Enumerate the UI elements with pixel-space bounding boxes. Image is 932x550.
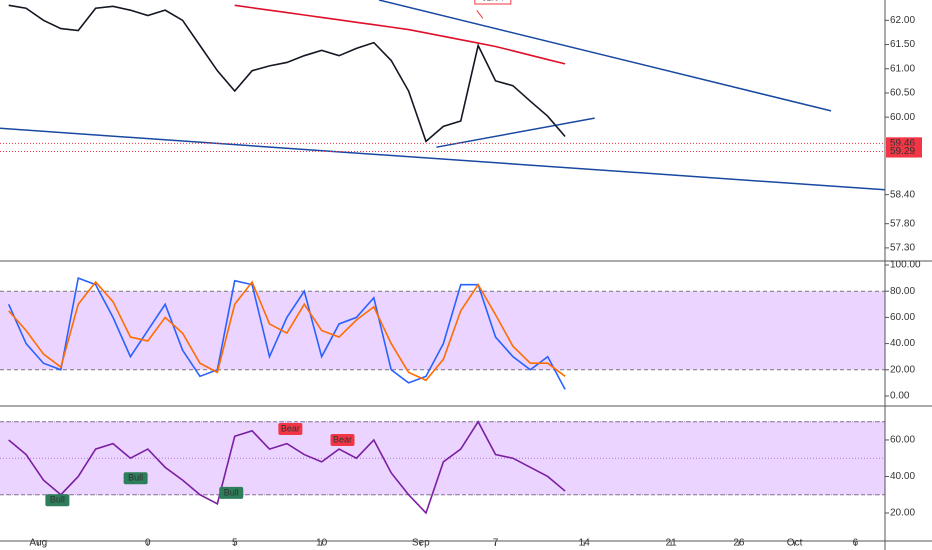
price-label-box: [886, 145, 922, 158]
y-tick-label: 61.00: [890, 63, 915, 74]
y-tick-label: 0.00: [890, 391, 910, 402]
trend-line: [0, 127, 885, 191]
annotation-box: [219, 486, 244, 499]
y-tick-label: 40.00: [890, 471, 915, 482]
x-tick-label: 10: [316, 538, 328, 549]
band: [0, 291, 885, 370]
annotation-text: Bull: [224, 487, 239, 497]
y-tick-label: 100.00: [890, 260, 921, 271]
annotation-box: [278, 422, 303, 435]
annotation-text: Bear: [333, 434, 352, 444]
x-tick-label: Oct: [787, 538, 803, 549]
annotation-text: Bull: [50, 495, 65, 505]
x-tick-label: 0: [145, 538, 151, 549]
x-tick-label: Aug: [29, 538, 47, 549]
annotation-text: Bull: [128, 473, 143, 483]
y-tick-label: 62.00: [890, 15, 915, 26]
x-tick-label: 14: [579, 538, 591, 549]
pane: 62.04: [0, 0, 885, 191]
y-tick-label: 60.00: [890, 112, 915, 123]
x-tick-label: 5: [232, 538, 238, 549]
y-tick-label: 60.50: [890, 88, 915, 99]
x-tick-label: Sep: [412, 538, 430, 549]
y-tick-label: 20.00: [890, 364, 915, 375]
trend-line: [378, 0, 832, 112]
annotation-box: [45, 494, 70, 507]
y-tick-label: 57.80: [890, 218, 915, 229]
x-tick-label: 26: [733, 538, 745, 549]
x-tick-label: 7: [493, 538, 499, 549]
series-line: [8, 4, 566, 143]
series-line: [234, 4, 566, 65]
price-label: 59.29: [890, 146, 915, 157]
x-tick-label: 21: [666, 538, 678, 549]
y-tick-label: 40.00: [890, 338, 915, 349]
pane: [0, 277, 885, 390]
annotation-box: [330, 433, 355, 446]
annotation-box: [123, 472, 148, 485]
series-line: [8, 420, 566, 515]
y-tick-label: 20.00: [890, 508, 915, 519]
annotation-text: 62.04: [482, 0, 505, 2]
annotation-box: [474, 0, 512, 5]
annotation-arrow: [476, 10, 484, 19]
trend-line: [436, 117, 595, 148]
series-line: [7, 277, 566, 390]
y-tick-label: 60.00: [890, 312, 915, 323]
y-tick-label: 58.40: [890, 189, 915, 200]
price-label: 59.46: [890, 138, 915, 149]
series-line: [8, 280, 566, 382]
y-tick-label: 61.50: [890, 39, 915, 50]
y-tick-label: 60.00: [890, 435, 915, 446]
pane: Bull Bull Bull Bear Bear: [0, 420, 885, 515]
x-tick-label: 6: [853, 538, 859, 549]
y-tick-label: 80.00: [890, 286, 915, 297]
y-tick-label: 57.30: [890, 243, 915, 254]
annotation-text: Bear: [281, 423, 300, 433]
